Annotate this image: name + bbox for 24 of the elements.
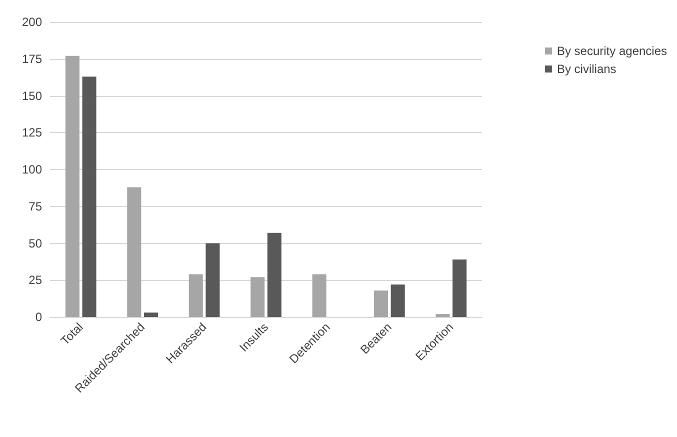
bar (250, 277, 265, 317)
bar (206, 243, 220, 317)
y-tick-label: 0 (35, 310, 42, 324)
y-tick-label: 75 (28, 199, 42, 214)
y-tick-label: 175 (22, 52, 42, 66)
bar (267, 232, 282, 317)
bar (436, 314, 450, 317)
bar (188, 274, 203, 317)
y-tick-label: 50 (28, 236, 42, 250)
y-tick-label: 150 (22, 88, 42, 103)
y-tick-label: 200 (22, 15, 42, 29)
bar (82, 76, 96, 317)
bar (65, 56, 80, 317)
bar (374, 290, 388, 317)
y-tick-label: 100 (22, 162, 42, 176)
bar (312, 274, 326, 317)
bar (127, 187, 142, 317)
y-tick-label: 25 (28, 273, 42, 288)
bar (390, 284, 405, 317)
bar (452, 259, 467, 317)
bar (144, 312, 158, 317)
legend-label: By security agencies (556, 44, 668, 58)
y-tick-label: 125 (22, 126, 42, 140)
legend-label: By civilians (556, 62, 616, 76)
